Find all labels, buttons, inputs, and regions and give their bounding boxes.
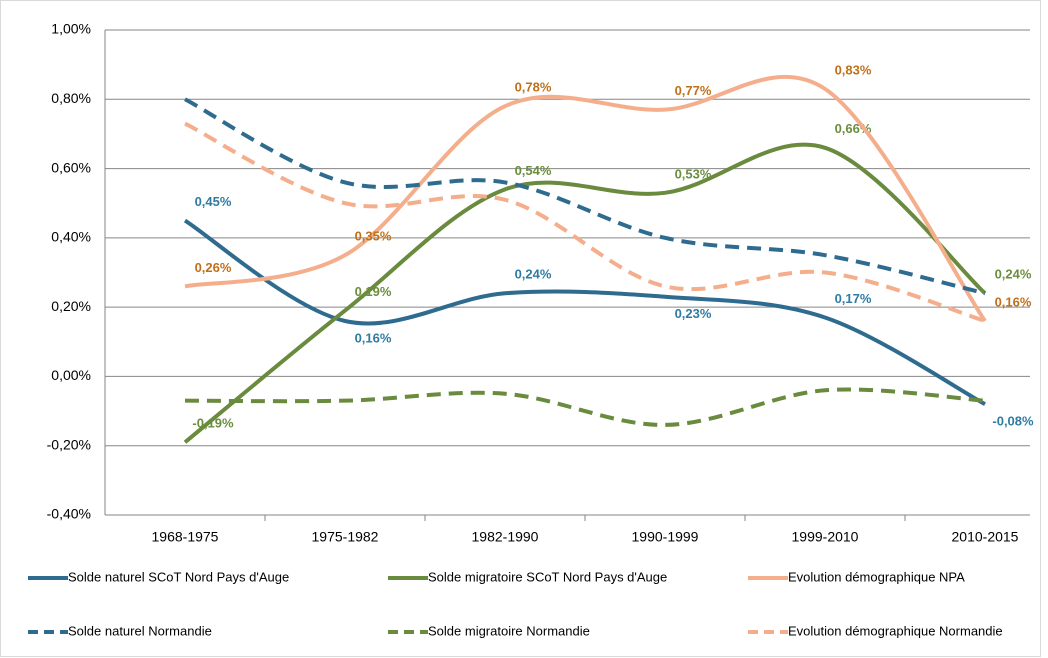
- value-label: 0,16%: [355, 330, 392, 345]
- series-line: [183, 218, 986, 406]
- y-tick-label: 1,00%: [51, 21, 91, 37]
- value-label: 0,23%: [675, 306, 712, 321]
- legend-label: Solde naturel Normandie: [68, 623, 212, 638]
- y-tick-label: 0,40%: [51, 229, 91, 245]
- y-tick-label: 0,80%: [51, 90, 91, 106]
- legend-label: Solde migratoire Normandie: [428, 623, 590, 638]
- value-label: 0,53%: [675, 166, 712, 181]
- series-line: [184, 97, 986, 296]
- series-line: [184, 121, 986, 323]
- value-label: 0,35%: [355, 229, 392, 244]
- series-line: [184, 75, 987, 323]
- y-tick-label: -0,20%: [47, 436, 91, 452]
- y-tick-label: 0,60%: [51, 159, 91, 175]
- value-label: 0,78%: [515, 80, 552, 95]
- x-tick-label: 2010-2015: [952, 529, 1019, 545]
- legend-label: Solde naturel SCoT Nord Pays d'Auge: [68, 569, 289, 584]
- legend-label: Evolution démographique NPA: [788, 569, 965, 584]
- legend-label: Evolution démographique Normandie: [788, 623, 1003, 638]
- value-label: 0,26%: [195, 260, 232, 275]
- x-tick-label: 1975-1982: [312, 529, 379, 545]
- value-label: 0,17%: [835, 291, 872, 306]
- value-label: 0,19%: [355, 284, 392, 299]
- x-tick-label: 1999-2010: [792, 529, 859, 545]
- y-tick-label: -0,40%: [47, 506, 91, 522]
- series-line: [184, 387, 986, 427]
- value-label: 0,16%: [995, 294, 1032, 309]
- series-line: [183, 142, 987, 444]
- value-label: -0,08%: [992, 414, 1034, 429]
- value-label: 0,45%: [195, 194, 232, 209]
- x-tick-label: 1982-1990: [472, 529, 539, 545]
- y-tick-label: 0,20%: [51, 298, 91, 314]
- value-label: 0,24%: [995, 267, 1032, 282]
- x-tick-label: 1968-1975: [152, 529, 219, 545]
- value-label: 0,83%: [835, 62, 872, 77]
- value-label: 0,77%: [675, 83, 712, 98]
- value-label: 0,24%: [515, 267, 552, 282]
- legend-label: Solde migratoire SCoT Nord Pays d'Auge: [428, 569, 667, 584]
- x-tick-label: 1990-1999: [632, 529, 699, 545]
- value-label: -0,19%: [192, 416, 234, 431]
- y-tick-label: 0,00%: [51, 367, 91, 383]
- value-label: 0,54%: [515, 163, 552, 178]
